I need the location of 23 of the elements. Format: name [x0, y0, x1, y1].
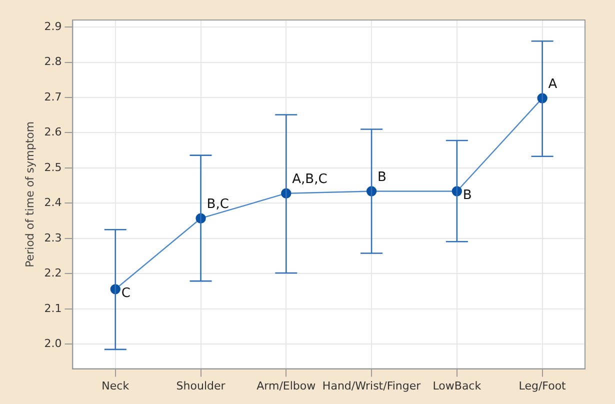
y-tick-label: 2.9: [44, 20, 62, 33]
y-tick-label: 2.6: [44, 126, 62, 139]
x-tick-label: Shoulder: [176, 379, 226, 392]
x-tick-label: Leg/Foot: [518, 379, 567, 392]
y-tick-label: 2.5: [44, 160, 62, 174]
x-tick-label: Arm/Elbow: [256, 379, 316, 392]
annotation: C: [121, 286, 130, 302]
y-tick-label: 2.0: [44, 336, 62, 350]
annotation: B: [378, 170, 386, 186]
x-tick-label: LowBack: [432, 379, 482, 392]
annotation: B: [462, 188, 472, 204]
y-tick-label: 2.2: [44, 266, 62, 280]
x-tick-label: Hand/Wrist/Finger: [322, 379, 422, 392]
annotation: B,C: [206, 197, 229, 212]
y-tick-label: 2.4: [44, 196, 62, 210]
y-tick-label: 2.1: [44, 302, 62, 315]
y-tick-label: 2.8: [44, 55, 62, 68]
annotation: A: [548, 77, 558, 92]
y-tick-label: 2.7: [44, 90, 62, 104]
y-axis-title: Period of time of symptom: [23, 121, 36, 268]
y-tick-label: 2.3: [44, 231, 62, 244]
x-tick-label: Neck: [102, 379, 130, 392]
annotation: A,B,C: [292, 172, 328, 188]
